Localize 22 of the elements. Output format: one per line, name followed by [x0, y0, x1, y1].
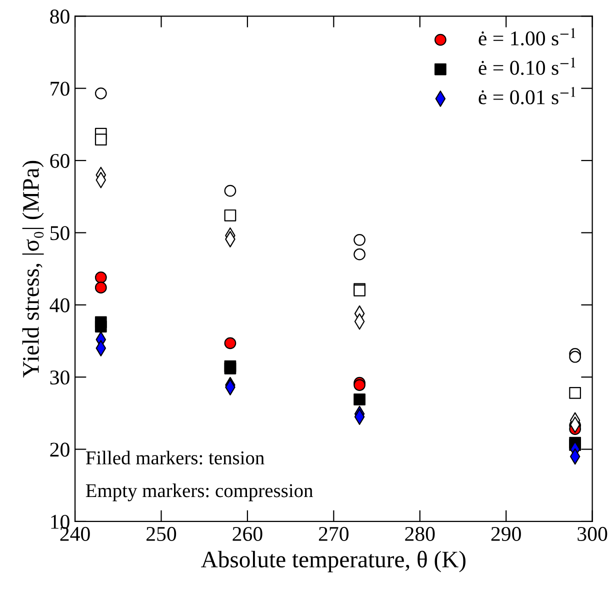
- y-tick-label: 20: [50, 442, 70, 457]
- y-tick-label: 60: [50, 154, 70, 168]
- x-tick-label: 280: [405, 526, 435, 541]
- y-tick-label: 50: [50, 226, 70, 240]
- legend-label: ė = 1.00 s$^{−1}$: [478, 28, 576, 46]
- legend-label: ė = 0.01 s$^{−1}$: [478, 86, 576, 104]
- x-tick-label: 240: [60, 526, 90, 541]
- x-tick-label: 290: [491, 526, 521, 541]
- legend-label: ė = 0.10 s$^{−1}$: [478, 57, 576, 75]
- y-tick-label: 30: [50, 370, 70, 385]
- y-axis-title: Yield stress, |σ₀| (MPa): [22, 160, 44, 378]
- y-tick-label: 10: [51, 514, 70, 529]
- annotation: Empty markers: compression: [86, 484, 313, 502]
- y-tick-label: 80: [50, 10, 70, 24]
- x-axis-title: Absolute temperature, θ (K): [201, 550, 466, 572]
- x-tick-label: 270: [318, 526, 348, 541]
- x-tick-label: 250: [146, 526, 176, 541]
- annotation: Filled markers: tension: [86, 450, 264, 465]
- x-tick-label: 260: [232, 526, 262, 541]
- x-tick-label: 300: [578, 526, 608, 541]
- y-tick-label: 70: [50, 82, 70, 96]
- y-tick-label: 40: [50, 298, 70, 312]
